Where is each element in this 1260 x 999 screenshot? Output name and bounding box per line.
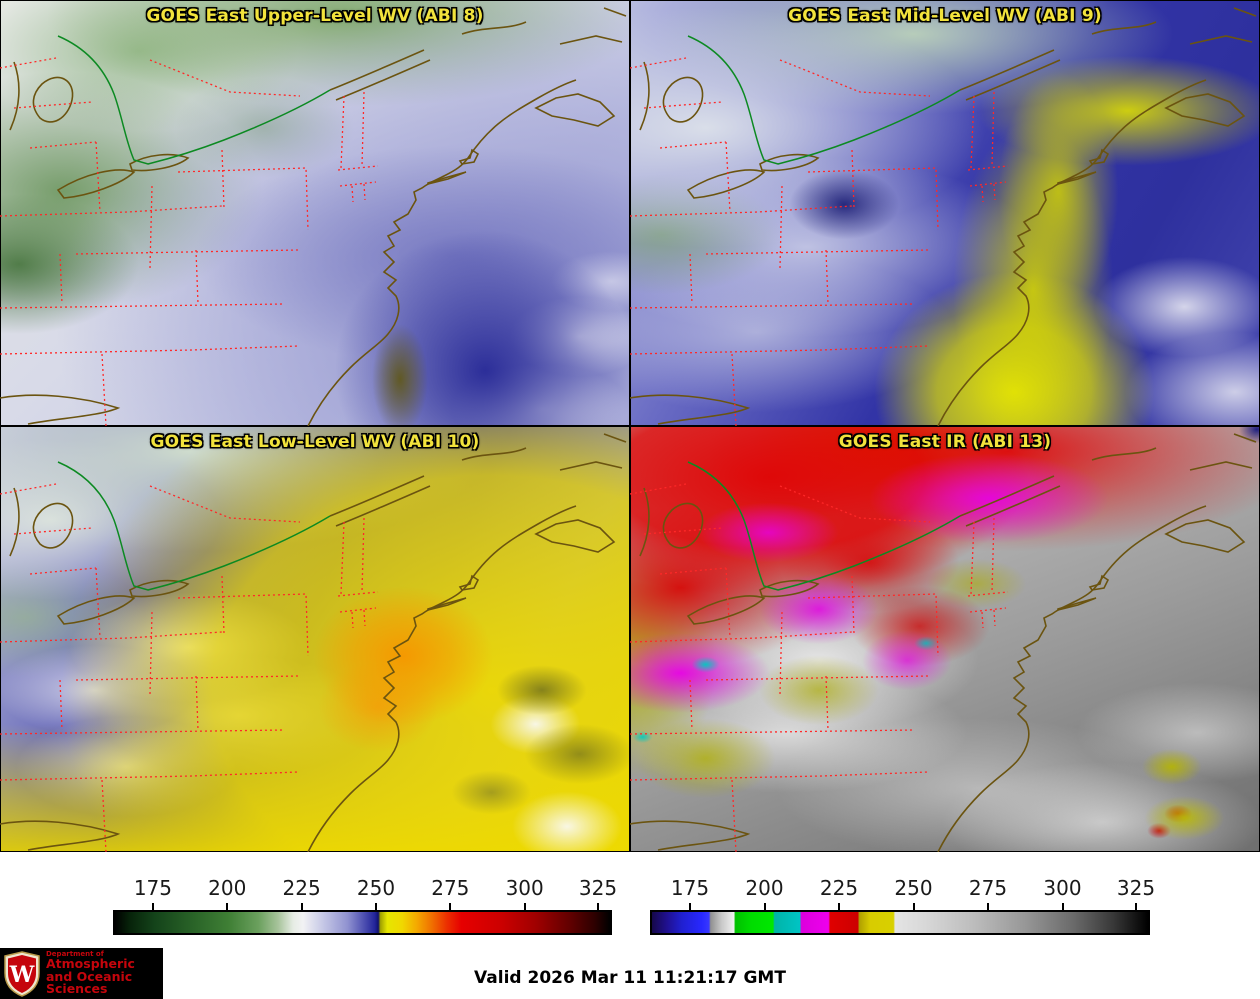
colorbar-tick-mark [987,903,989,910]
colorbar-tick-label: 225 [819,876,859,900]
uw-aos-logo: W Department of Atmospheric and Oceanic … [0,948,163,999]
colorbar-tick-label: 300 [1043,876,1082,900]
wv-colorbar-gradient [113,910,612,935]
logo-dept-prefix: Department of [46,949,104,958]
logo-text: Department of Atmospheric and Oceanic Sc… [46,949,163,997]
colorbar-tick-label: 175 [670,876,710,900]
ir-colorbar-ticks [650,903,1150,910]
colorbar-tick-label: 250 [894,876,933,900]
colorbar-tick-label: 325 [578,876,618,900]
ir-colorbar-gradient [650,910,1150,935]
colorbar-tick-label: 275 [431,876,470,900]
colorbar-tick-label: 175 [133,876,172,900]
colorbar-tick-label: 275 [968,876,1008,900]
panel-mid-level-wv: GOES East Mid-Level WV (ABI 9) [630,0,1260,426]
map-overlay [0,7,627,426]
wv-colorbar: 175 200 225 250 275 300 325 [113,876,617,946]
wv-colorbar-labels: 175 200 225 250 275 300 325 [113,876,617,902]
panel-title-abi10: GOES East Low-Level WV (ABI 10) [150,432,480,452]
ir-colorbar: 175 200 225 250 275 300 325 [650,876,1155,946]
colorbar-tick-mark [226,903,229,910]
map-overlay [630,433,1257,852]
colorbar-tick-label: 300 [505,876,544,900]
colorbar-tick-mark [763,903,766,910]
colorbar-tick-label: 250 [356,876,396,900]
colorbar-tick-label: 200 [208,876,247,900]
logo-dept-line2: and Oceanic Sciences [46,968,133,997]
wv-colorbar-ticks [113,903,612,910]
ir-colorbar-labels: 175 200 225 250 275 300 325 [650,876,1155,902]
colorbar-tick-label: 225 [282,876,321,900]
valid-time-label: Valid 2026 Mar 11 11:21:17 GMT [474,968,786,988]
colorbar-tick-mark [689,903,691,910]
map-overlay [0,433,627,852]
panel-title-abi8: GOES East Upper-Level WV (ABI 8) [146,6,484,26]
uw-crest-icon: W [4,950,40,997]
colorbar-tick-mark [597,903,600,910]
colorbar-tick-mark [912,903,915,910]
colorbar-tick-mark [300,903,303,910]
panel-title-abi9: GOES East Mid-Level WV (ABI 9) [788,6,1102,26]
panel-upper-level-wv: GOES East Upper-Level WV (ABI 8) [0,0,630,426]
colorbar-tick-mark [374,903,377,910]
colorbar-tick-label: 200 [745,876,784,900]
colorbar-tick-mark [1061,903,1064,910]
panel-title-abi13: GOES East IR (ABI 13) [838,432,1052,452]
uw-monogram: W [9,962,35,988]
colorbar-tick-mark [449,903,452,910]
colorbar-tick-mark [1135,903,1137,910]
colorbar-tick-mark [523,903,526,910]
quad-panel-grid: GOES East Upper-Level WV (ABI 8) GOES Ea… [0,0,1260,852]
logo-dept-line1: Atmospheric [46,955,135,971]
colorbar-tick-mark [838,903,840,910]
panel-ir: GOES East IR (ABI 13) [630,426,1260,852]
map-overlay [630,7,1257,426]
colorbar-tick-label: 325 [1116,876,1156,900]
panel-low-level-wv: GOES East Low-Level WV (ABI 10) [0,426,630,852]
colorbar-tick-mark [151,903,154,910]
